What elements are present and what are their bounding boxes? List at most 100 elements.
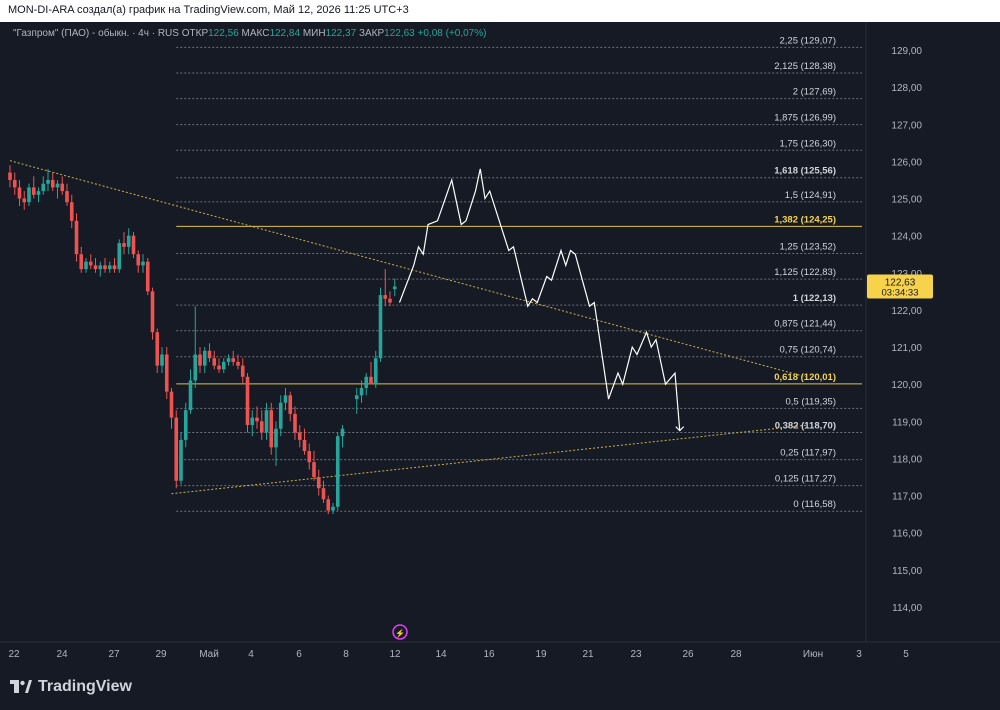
bar-countdown: 03:34:33 xyxy=(882,288,919,299)
candle-body xyxy=(22,198,27,203)
candle-body xyxy=(122,243,126,247)
candle-body xyxy=(17,187,22,199)
candle-body xyxy=(88,261,93,266)
candle-body xyxy=(326,499,331,511)
fib-level-label: 2 (127,69) xyxy=(793,87,836,98)
candle-body xyxy=(373,358,378,385)
candle-body xyxy=(193,354,198,381)
candle-body xyxy=(202,350,207,366)
y-tick-label: 122,00 xyxy=(891,306,922,317)
fib-level-label: 1,125 (122,83) xyxy=(774,267,836,278)
symbol-name: "Газпром" (ПАО) - обыкн. · 4ч · RUS xyxy=(13,28,179,39)
fib-level-label: 1,25 (123,52) xyxy=(779,241,836,252)
fib-level-label: 0,382 (118,70) xyxy=(775,420,836,431)
fib-level-label: 2,125 (128,38) xyxy=(774,61,836,72)
high-label: МАКС xyxy=(241,28,270,39)
candle-body xyxy=(297,432,302,440)
x-tick-label: 8 xyxy=(343,649,349,660)
low-label: МИН xyxy=(302,28,326,39)
y-tick-label: 125,00 xyxy=(891,195,922,206)
candle-body xyxy=(283,395,288,403)
candle-body xyxy=(50,179,55,188)
x-tick-label: 28 xyxy=(730,649,742,660)
fib-level-label: 0,75 (120,74) xyxy=(779,345,836,356)
trendline[interactable] xyxy=(9,160,809,378)
candle-body xyxy=(183,410,188,440)
candle-body xyxy=(188,380,193,411)
candle-body xyxy=(179,439,183,481)
candle-body xyxy=(383,295,388,299)
candle-body xyxy=(12,179,17,188)
fib-level-label: 0,618 (120,01) xyxy=(774,372,836,383)
tradingview-logo[interactable]: TradingView xyxy=(10,678,132,696)
candle-body xyxy=(198,354,202,366)
y-tick-label: 129,00 xyxy=(891,46,922,57)
candle-body xyxy=(8,172,12,180)
candle-body xyxy=(84,261,88,270)
x-tick-label: 12 xyxy=(389,649,401,660)
fib-level-label: 0,25 (117,97) xyxy=(780,448,836,459)
fib-level-label: 1,618 (125,56) xyxy=(774,166,836,177)
candle-body xyxy=(255,417,259,422)
candle-body xyxy=(259,421,264,433)
fib-level-label: 1,75 (126,30) xyxy=(779,138,836,149)
x-tick-label: 6 xyxy=(296,649,302,660)
x-tick-label: 4 xyxy=(248,649,254,660)
candle-body xyxy=(217,365,221,370)
x-tick-label: 24 xyxy=(56,649,68,660)
candle-body xyxy=(74,220,79,255)
candle-body xyxy=(107,265,112,270)
candle-body xyxy=(169,391,174,418)
candle-body xyxy=(160,354,164,366)
candle-body xyxy=(340,428,345,437)
y-tick-label: 126,00 xyxy=(891,157,922,168)
y-tick-label: 127,00 xyxy=(891,120,922,131)
candle-body xyxy=(307,451,312,463)
y-tick-label: 118,00 xyxy=(892,454,922,465)
candle-body xyxy=(269,410,274,448)
y-tick-label: 116,00 xyxy=(892,529,922,540)
candle-body xyxy=(354,395,359,400)
high-value: 122,84 xyxy=(269,28,301,39)
candle-body xyxy=(316,477,321,489)
candle-body xyxy=(103,265,107,270)
x-tick-label: 16 xyxy=(483,649,495,660)
x-tick-label: 23 xyxy=(630,649,642,660)
fib-level-label: 2,25 (129,07) xyxy=(779,35,836,46)
candle-body xyxy=(164,354,169,392)
y-tick-label: 124,00 xyxy=(891,232,922,243)
x-tick-label: 21 xyxy=(582,649,594,660)
projection-path[interactable] xyxy=(398,168,681,431)
lightning-icon: ⚡ xyxy=(395,628,405,638)
candle-body xyxy=(69,202,74,221)
candle-body xyxy=(141,261,145,266)
candle-body xyxy=(364,376,369,388)
candle-body xyxy=(207,350,212,359)
candle-body xyxy=(31,187,36,195)
trendline[interactable] xyxy=(171,424,809,495)
change-value: +0,08 (+0,07%) xyxy=(417,28,487,39)
candle-body xyxy=(79,254,84,270)
candle-body xyxy=(212,358,217,366)
fib-level-label: 0,5 (119,35) xyxy=(785,396,836,407)
current-price-tag xyxy=(867,274,933,299)
chart-area[interactable] xyxy=(0,22,1000,668)
y-tick-label: 121,00 xyxy=(891,343,922,354)
candle-body xyxy=(278,402,283,429)
candle-body xyxy=(369,376,373,385)
x-tick-label: 29 xyxy=(155,649,167,660)
candle-body xyxy=(93,265,98,270)
candle-body xyxy=(131,235,136,255)
candle-body xyxy=(274,428,278,448)
y-tick-label: 128,00 xyxy=(891,83,922,94)
candle-body xyxy=(264,410,269,433)
candle-body xyxy=(293,413,297,433)
candle-body xyxy=(55,183,60,188)
y-tick-label: 123,00 xyxy=(891,269,922,280)
candle-body xyxy=(46,179,50,184)
x-tick-label: 27 xyxy=(108,649,120,660)
event-marker-icon[interactable] xyxy=(392,624,408,640)
candle-body xyxy=(231,358,236,362)
current-price-value: 122,63 xyxy=(885,278,916,289)
